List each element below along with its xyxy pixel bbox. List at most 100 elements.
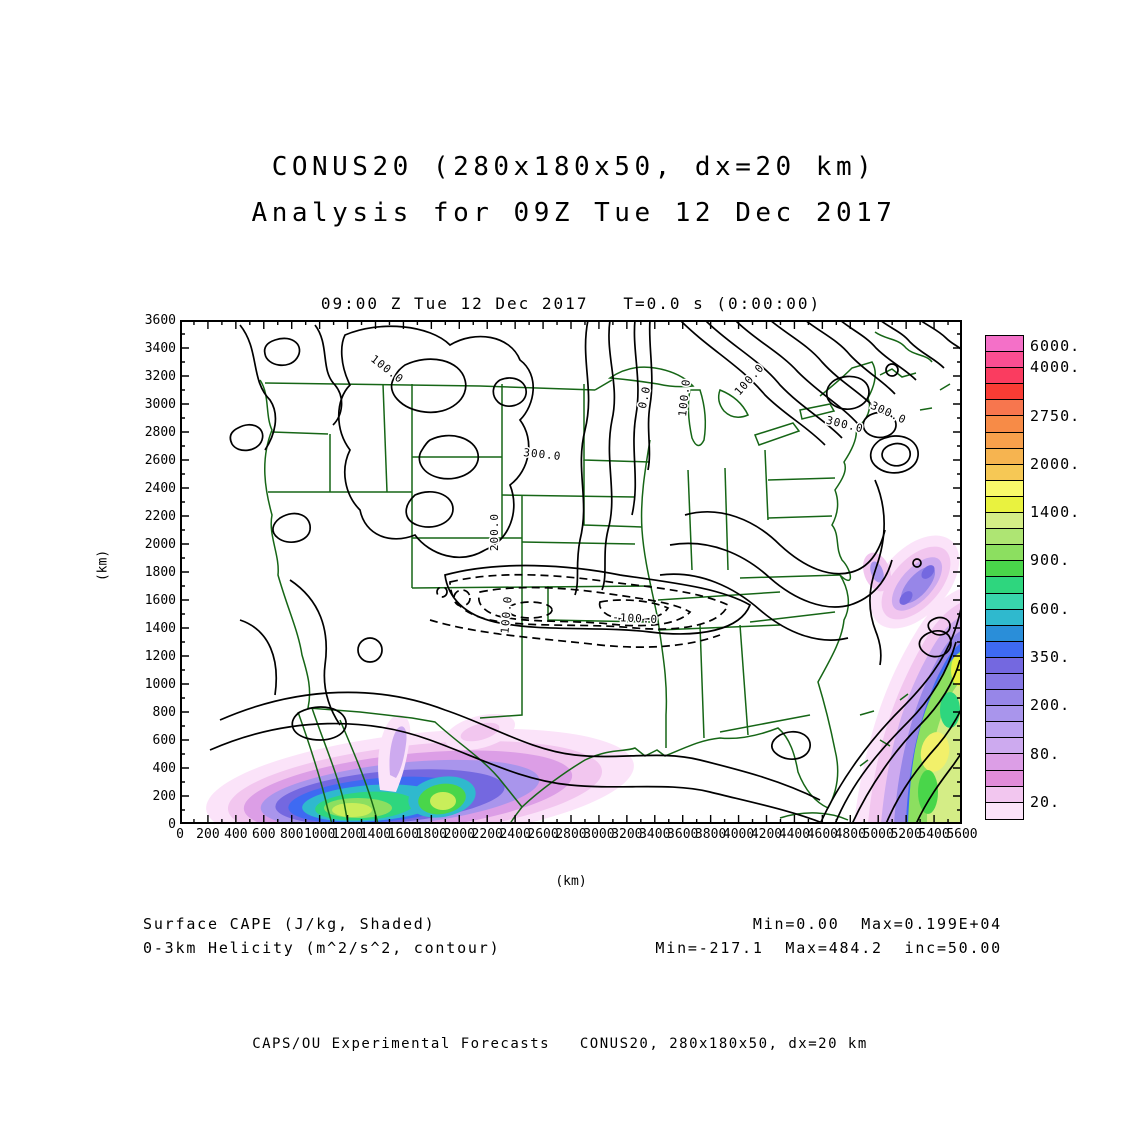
helicity-contours-dashed-negative [429, 573, 730, 648]
colorbar-cell [986, 577, 1023, 594]
colorbar-label: 20. [1030, 792, 1061, 811]
colorbar-cell [986, 448, 1023, 465]
contour-label: 200.0 [488, 513, 501, 551]
colorbar-cell [986, 561, 1023, 578]
y-tick-label: 2800 [144, 425, 176, 440]
page-title-line1: CONUS20 (280x180x50, dx=20 km) [271, 152, 877, 182]
colorbar-label: 6000. [1030, 337, 1081, 356]
colorbar-label: 4000. [1030, 358, 1081, 377]
stats-field2: Min=-217.1 Max=484.2 inc=50.00 [655, 939, 1002, 957]
x-tick-label: 4400 [778, 827, 811, 842]
colorbar-cell [986, 545, 1023, 562]
colorbar [985, 335, 1024, 820]
x-tick-label: 1000 [303, 827, 336, 842]
colorbar-label: 200. [1030, 696, 1071, 715]
colorbar-cell [986, 625, 1023, 642]
x-tick-label: 4200 [750, 827, 783, 842]
x-tick-label: 2000 [443, 827, 475, 842]
colorbar-cell [986, 496, 1023, 514]
colorbar-cell [986, 706, 1023, 723]
x-tick-label: 5400 [918, 827, 950, 842]
x-tick-label: 2400 [499, 827, 531, 842]
y-tick-label: 0 [168, 817, 176, 832]
contour-label: -100.0 [612, 611, 658, 626]
colorbar-cell [986, 513, 1023, 530]
y-tick-label: 1800 [144, 565, 176, 580]
contour-label: 100.0 [676, 378, 693, 417]
x-tick-label: 3200 [611, 827, 643, 842]
colorbar-cell [986, 786, 1023, 803]
y-tick-label: 2600 [144, 453, 176, 468]
x-tick-label: 4800 [834, 827, 866, 842]
x-tick-label: 3000 [583, 827, 615, 842]
y-tick-label: 200 [152, 789, 176, 804]
colorbar-cell [986, 641, 1023, 658]
tick-marks [180, 320, 962, 824]
x-tick-label: 400 [224, 827, 248, 842]
plot-subtitle: 09:00 Z Tue 12 Dec 2017 T=0.0 s (0:00:00… [320, 294, 822, 313]
colorbar-cell [986, 352, 1023, 369]
y-tick-label: 2000 [144, 537, 176, 552]
colorbar-cell [986, 673, 1023, 691]
cape-shading-midatlantic-patch [862, 535, 960, 629]
y-tick-label: 3200 [144, 369, 176, 384]
y-tick-label: 3400 [144, 341, 176, 356]
colorbar-cell [986, 368, 1023, 385]
stats-field1: Min=0.00 Max=0.199E+04 [752, 915, 1002, 933]
colorbar-label: 350. [1030, 648, 1071, 666]
legend-field1: Surface CAPE (J/kg, Shaded) [143, 915, 436, 933]
colorbar-cell [986, 738, 1023, 755]
colorbar-cell [986, 400, 1023, 417]
y-tick-label: 1000 [144, 677, 176, 692]
y-tick-label: 2400 [144, 481, 176, 496]
colorbar-cell [986, 609, 1023, 626]
x-tick-label: 200 [196, 827, 220, 842]
y-tick-label: 1200 [144, 649, 176, 664]
x-tick-label: 0 [176, 827, 184, 842]
colorbar-cell [986, 529, 1023, 546]
axis-ticks [180, 320, 962, 824]
x-tick-label: 3600 [667, 827, 699, 842]
colorbar-label: 1400. [1030, 503, 1081, 522]
colorbar-cell [986, 416, 1023, 433]
y-tick-label: 400 [152, 761, 176, 776]
plot-frame-border [180, 320, 962, 824]
colorbar-label: 600. [1030, 599, 1071, 618]
y-axis-title: (km) [95, 549, 111, 582]
colorbar-cell [986, 802, 1023, 819]
contour-label: 300.0 [825, 414, 865, 436]
colorbar-cell [986, 593, 1023, 610]
colorbar-cell [986, 480, 1023, 497]
map-plot-area: 100.0 0.0 100.0 100.0 300.0 300.0 300.0 200.0 10… [180, 320, 962, 824]
colorbar-label: 2000. [1030, 454, 1081, 473]
x-tick-label: 800 [279, 827, 304, 842]
colorbar-cell [986, 722, 1023, 739]
y-tick-label: 600 [152, 733, 176, 748]
x-tick-label: 5000 [862, 827, 894, 842]
x-tick-label: 5600 [946, 827, 978, 842]
y-tick-label: 3600 [144, 313, 176, 328]
helicity-contours-solid [209, 320, 962, 824]
y-tick-label: 1600 [144, 593, 176, 608]
y-tick-label: 1400 [144, 621, 176, 636]
x-axis-title: (km) [555, 874, 587, 889]
x-tick-label: 4000 [722, 827, 755, 842]
x-tick-label: 2600 [527, 827, 559, 842]
contour-label: 0.0 [636, 385, 653, 410]
page-title-line2: Analysis for 09Z Tue 12 Dec 2017 [251, 198, 897, 228]
legend-field2: 0-3km Helicity (m^2/s^2, contour) [143, 939, 501, 957]
colorbar-label: 900. [1030, 551, 1071, 570]
x-tick-label: 4600 [806, 827, 838, 842]
x-tick-label: 2800 [555, 827, 587, 842]
x-tick-label: 2200 [471, 827, 503, 842]
cape-shading-gulf [206, 713, 634, 824]
colorbar-cell [986, 754, 1023, 771]
contour-label: 300.0 [868, 399, 908, 427]
y-tick-label: 2200 [144, 509, 176, 524]
x-tick-label: 1600 [387, 827, 420, 842]
footer-credit: CAPS/OU Experimental Forecasts CONUS20, … [252, 1036, 868, 1052]
y-tick-label: 3000 [144, 397, 176, 412]
x-tick-label: 1400 [359, 827, 392, 842]
